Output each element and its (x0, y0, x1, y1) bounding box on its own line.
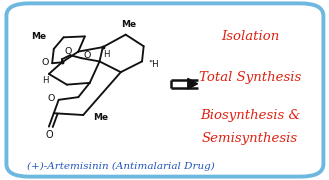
Text: H: H (42, 76, 49, 85)
Text: Semisynthesis: Semisynthesis (202, 132, 298, 145)
Text: O: O (65, 47, 72, 56)
Text: Total Synthesis: Total Synthesis (199, 71, 301, 84)
Text: Me: Me (31, 32, 46, 41)
Text: Me: Me (94, 113, 109, 122)
Text: Isolation: Isolation (221, 30, 279, 43)
FancyBboxPatch shape (6, 3, 323, 177)
Polygon shape (188, 78, 198, 89)
Text: (+)-Artemisinin (Antimalarial Drug): (+)-Artemisinin (Antimalarial Drug) (27, 162, 215, 171)
Text: O: O (41, 58, 49, 67)
Text: H: H (103, 50, 109, 59)
Text: Biosynthesis &: Biosynthesis & (200, 109, 300, 122)
Text: O: O (48, 94, 55, 103)
Text: Me: Me (121, 20, 137, 29)
Text: O: O (45, 130, 53, 140)
Text: O: O (84, 51, 91, 60)
Text: "H: "H (149, 60, 159, 69)
